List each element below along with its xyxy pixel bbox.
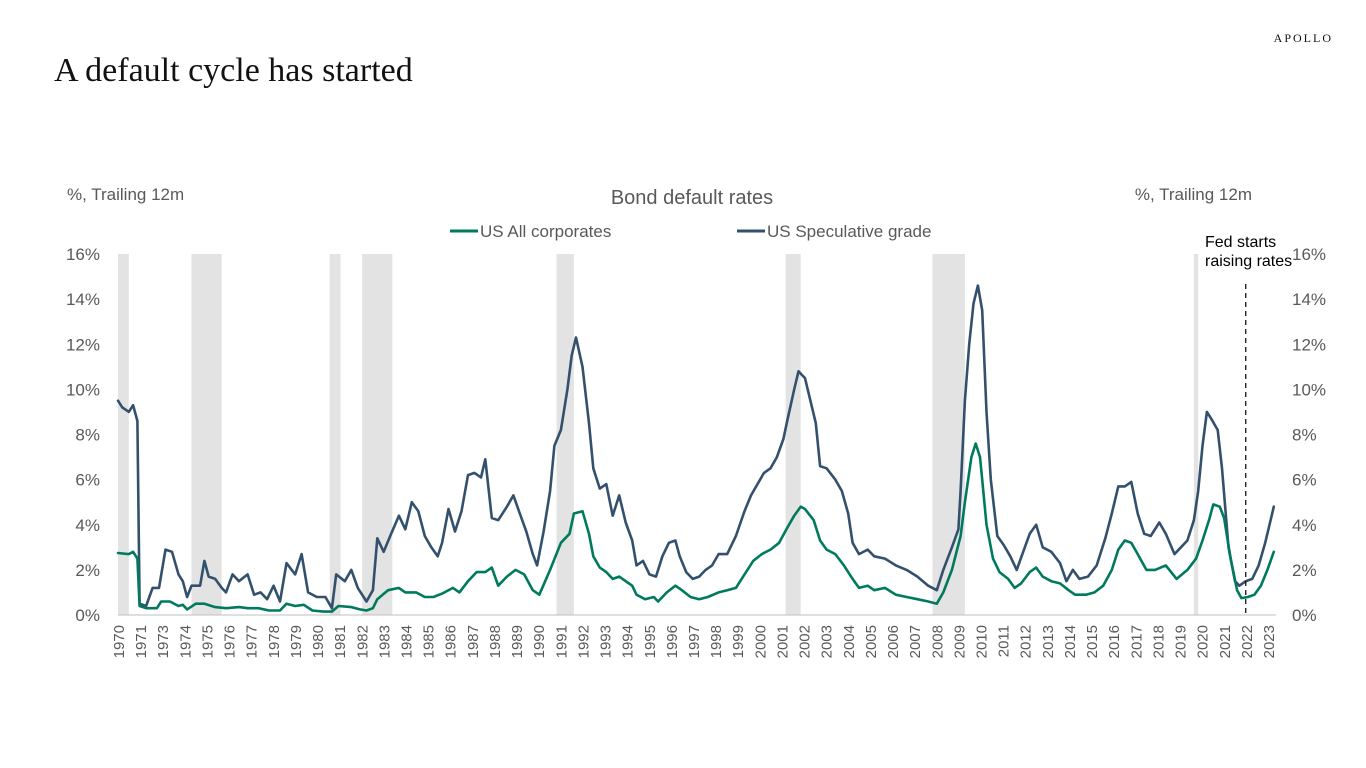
x-tick-label: 1986 <box>443 625 460 658</box>
x-tick-label: 2005 <box>863 625 880 658</box>
x-tick-label: 2023 <box>1261 625 1278 658</box>
y-tick-label-left: 12% <box>66 335 100 354</box>
x-tick-label: 2004 <box>841 625 858 658</box>
recession-band <box>932 254 965 615</box>
x-tick-label: 1996 <box>664 625 681 658</box>
y-tick-label-right: 6% <box>1292 471 1317 490</box>
slide-title: A default cycle has started <box>54 52 413 89</box>
y-tick-label-left: 8% <box>75 426 100 445</box>
x-tick-label: 2018 <box>1150 625 1167 658</box>
x-tick-label: 2017 <box>1128 625 1145 658</box>
y-tick-label-left: 4% <box>75 516 100 535</box>
left-y-tick-labels: 0% 2% 4% 6% 8% 10% 12% 14% 16% <box>66 245 100 625</box>
x-tick-label: 1973 <box>155 625 172 658</box>
y-tick-label-right: 14% <box>1292 290 1326 309</box>
y-tick-label-right: 10% <box>1292 380 1326 399</box>
x-tick-label: 2006 <box>885 625 902 658</box>
y-tick-label-right: 8% <box>1292 426 1317 445</box>
x-tick-label: 1974 <box>177 625 194 658</box>
x-tick-label: 1988 <box>487 625 504 658</box>
y-tick-label-right: 0% <box>1292 606 1317 625</box>
x-tick-label: 1990 <box>531 625 548 658</box>
x-tick-label: 1971 <box>133 625 150 658</box>
x-tick-label: 1977 <box>244 625 261 658</box>
x-tick-label: 1983 <box>376 625 393 658</box>
apollo-logo: APOLLO <box>1273 31 1333 45</box>
x-tick-label: 2020 <box>1195 625 1212 658</box>
x-tick-label: 2019 <box>1173 625 1190 658</box>
x-tick-label: 1991 <box>553 625 570 658</box>
x-tick-label: 1978 <box>266 625 283 658</box>
x-tick-label: 1998 <box>708 625 725 658</box>
x-tick-label: 1995 <box>642 625 659 658</box>
x-tick-label: 1992 <box>575 625 592 658</box>
series-lines <box>116 284 1276 613</box>
x-tick-label: 1997 <box>686 625 703 658</box>
x-tick-label: 1999 <box>730 625 747 658</box>
y-tick-label-right: 4% <box>1292 516 1317 535</box>
fed-annotation-line2: raising rates <box>1205 253 1292 270</box>
left-axis-unit-label: %, Trailing 12m <box>67 185 184 204</box>
x-tick-label: 1984 <box>399 625 416 658</box>
x-tick-label: 1989 <box>509 625 526 658</box>
x-tick-label: 1970 <box>111 625 128 658</box>
y-tick-label-left: 2% <box>75 561 100 580</box>
x-tick-label: 2010 <box>974 625 991 658</box>
x-tick-label: 1981 <box>332 625 349 658</box>
x-tick-labels: 1970 1971 1973 1974 1975 1976 1977 1978 1979 1980… <box>111 625 1278 658</box>
x-tick-label: 1985 <box>421 625 438 658</box>
x-tick-label: 2007 <box>907 625 924 658</box>
x-tick-label: 2000 <box>752 625 769 658</box>
x-tick-label: 2003 <box>819 625 836 658</box>
y-tick-label-left: 14% <box>66 290 100 309</box>
x-tick-label: 2002 <box>797 625 814 658</box>
series-line-us-speculative-grade <box>116 284 1276 610</box>
x-tick-label: 2009 <box>951 625 968 658</box>
x-tick-label: 2012 <box>1018 625 1035 658</box>
x-tick-label: 2016 <box>1106 625 1123 658</box>
x-tick-label: 1994 <box>620 625 637 658</box>
recession-band <box>785 254 801 615</box>
y-tick-label-left: 0% <box>75 606 100 625</box>
y-tick-label-left: 10% <box>66 380 100 399</box>
y-tick-label-right: 12% <box>1292 335 1326 354</box>
x-tick-label: 2013 <box>1040 625 1057 658</box>
x-tick-label: 2001 <box>774 625 791 658</box>
x-tick-label: 1976 <box>222 625 239 658</box>
x-tick-label: 1980 <box>310 625 327 658</box>
recession-band <box>362 254 393 615</box>
x-tick-label: 2015 <box>1084 625 1101 658</box>
x-tick-label: 2014 <box>1062 625 1079 658</box>
recession-band <box>556 254 574 615</box>
recession-band <box>1193 254 1199 615</box>
y-tick-label-right: 16% <box>1292 245 1326 264</box>
legend-label-speculative-grade: US Speculative grade <box>767 222 931 241</box>
x-tick-label: 1979 <box>288 625 305 658</box>
legend: US All corporates US Speculative grade <box>450 222 931 241</box>
x-tick-label: 2021 <box>1217 625 1234 658</box>
chart-title: Bond default rates <box>611 187 773 209</box>
y-tick-label-left: 16% <box>66 245 100 264</box>
fed-annotation-line1: Fed starts <box>1205 234 1276 251</box>
x-tick-label: 1993 <box>598 625 615 658</box>
x-tick-label: 2008 <box>929 625 946 658</box>
legend-label-all-corporates: US All corporates <box>480 222 611 241</box>
recession-band <box>191 254 222 615</box>
recession-bands <box>118 254 1199 615</box>
recession-band <box>118 254 129 615</box>
right-axis-unit-label: %, Trailing 12m <box>1135 185 1252 204</box>
series-line-us-all-corporates <box>116 442 1276 613</box>
y-tick-label-right: 2% <box>1292 561 1317 580</box>
x-tick-label: 1982 <box>354 625 371 658</box>
right-y-tick-labels: 0% 2% 4% 6% 8% 10% 12% 14% 16% <box>1292 245 1326 625</box>
x-tick-label: 1987 <box>465 625 482 658</box>
x-tick-label: 2011 <box>996 625 1013 657</box>
x-tick-label: 1975 <box>199 625 216 658</box>
y-tick-label-left: 6% <box>75 471 100 490</box>
recession-band <box>329 254 341 615</box>
x-tick-label: 2022 <box>1239 625 1256 658</box>
